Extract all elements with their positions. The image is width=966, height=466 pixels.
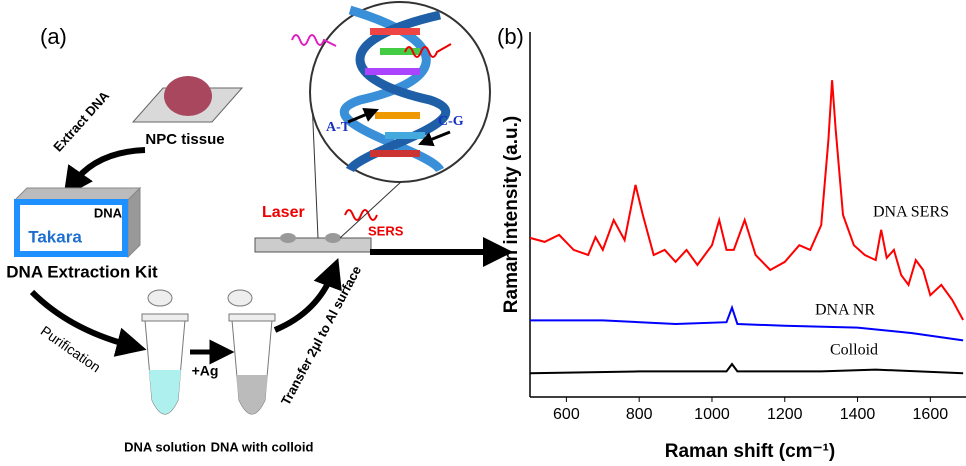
series-label: DNA NR xyxy=(815,302,875,319)
arrow xyxy=(63,147,146,198)
wave xyxy=(344,209,378,221)
tissue xyxy=(164,76,212,116)
series-label: DNA SERS xyxy=(873,204,949,221)
x-axis-label: Raman shift (cm⁻¹) xyxy=(665,441,836,462)
kit-label: DNA Extraction Kit xyxy=(6,262,158,281)
substrate xyxy=(254,237,372,253)
ag-label: +Ag xyxy=(192,363,219,379)
spectrum-line xyxy=(529,362,964,375)
panel-label: (a) xyxy=(40,24,67,49)
spectrum-line xyxy=(530,304,964,342)
pair-label: A-T xyxy=(326,120,351,135)
laser-label: Laser xyxy=(262,204,305,221)
box-side xyxy=(127,186,141,259)
x-tick-label: 800 xyxy=(626,406,653,423)
tube-label: DNA solution xyxy=(124,439,206,454)
dna-helix xyxy=(339,5,451,173)
transfer-label: Transfer 2μl to Al surface xyxy=(278,263,364,407)
wave xyxy=(404,43,452,58)
x-tick-label: 1200 xyxy=(767,406,803,423)
series-label: Colloid xyxy=(830,342,878,359)
x-tick-label: 1600 xyxy=(913,406,949,423)
tube-label: DNA with colloid xyxy=(211,439,314,454)
panel-label: (b) xyxy=(497,24,524,49)
tube xyxy=(227,289,276,415)
extract-label: Extract DNA xyxy=(50,88,112,155)
x-tick-label: 600 xyxy=(553,406,580,423)
arrow xyxy=(347,107,379,124)
x-tick-label: 1000 xyxy=(694,406,730,423)
tube xyxy=(141,289,189,415)
sers-label: SERS xyxy=(368,223,404,238)
kit-dna: DNA xyxy=(94,205,123,220)
wave xyxy=(291,34,337,47)
particle xyxy=(280,233,296,243)
arrow xyxy=(29,289,147,357)
y-axis-label: Raman intensity (a.u.) xyxy=(501,116,522,313)
spectrum-line xyxy=(529,80,964,321)
pair-label: C-G xyxy=(438,114,464,129)
particle xyxy=(325,233,341,243)
zoom-line xyxy=(311,99,319,239)
x-tick-label: 1400 xyxy=(840,406,876,423)
kit-box xyxy=(14,199,128,257)
arrow xyxy=(418,130,451,147)
arrow xyxy=(273,257,342,333)
kit-brand: Takara xyxy=(28,227,82,246)
tissue-label: NPC tissue xyxy=(145,131,224,148)
box-top xyxy=(13,187,142,201)
